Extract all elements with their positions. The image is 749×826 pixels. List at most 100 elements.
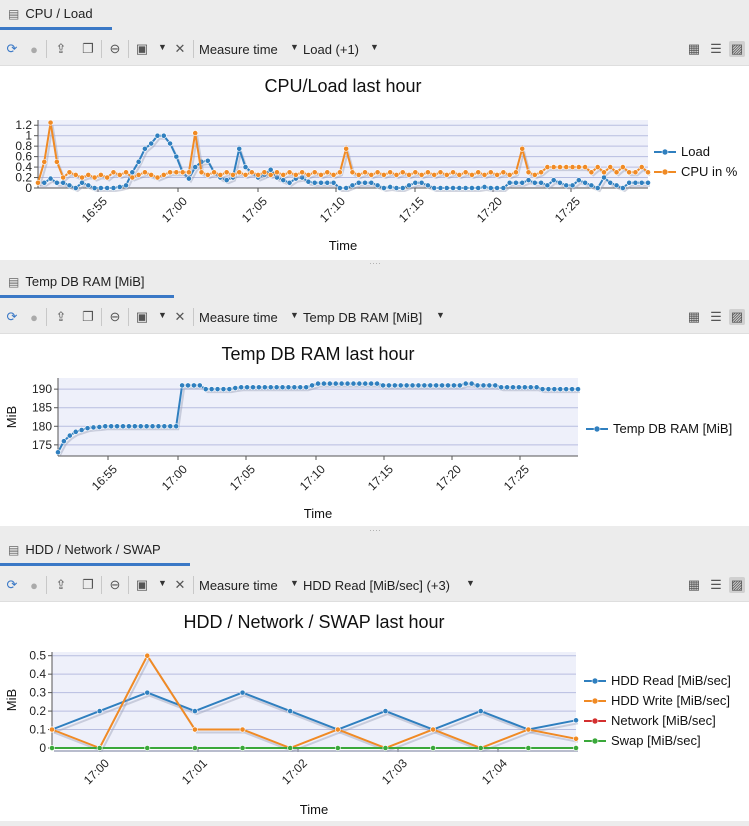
- data-point: [475, 185, 482, 191]
- data-point: [198, 169, 205, 176]
- data-point: [154, 132, 161, 139]
- x-tick-label: 17:00: [159, 462, 190, 493]
- table-view-icon[interactable]: ▦: [687, 577, 701, 592]
- tools-icon[interactable]: ✕: [174, 577, 186, 592]
- data-point: [424, 169, 431, 176]
- data-point: [519, 145, 526, 152]
- measure-time-dropdown[interactable]: Measure time: [199, 42, 278, 57]
- data-point: [525, 177, 532, 184]
- refresh-icon[interactable]: ⟳: [6, 577, 18, 592]
- data-point: [368, 179, 375, 186]
- table-view-icon[interactable]: ▦: [687, 41, 701, 56]
- image-icon[interactable]: ▣: [135, 309, 149, 324]
- chevron-down-icon[interactable]: ▼: [158, 578, 167, 588]
- measure-time-dropdown[interactable]: Measure time: [199, 310, 278, 325]
- legend-swatch-marker: [591, 697, 599, 705]
- export-icon[interactable]: ⇪: [55, 577, 67, 592]
- data-point: [443, 185, 450, 191]
- copy-icon[interactable]: ❐: [82, 577, 94, 592]
- y-tick-label: 0: [25, 181, 32, 195]
- series-shadow: [53, 694, 579, 734]
- data-point: [492, 382, 499, 389]
- chevron-down-icon[interactable]: ▼: [290, 42, 299, 52]
- data-point: [79, 174, 85, 181]
- chevron-down-icon[interactable]: ▼: [158, 310, 167, 320]
- data-point: [575, 164, 582, 170]
- tools-icon[interactable]: ✕: [174, 41, 186, 56]
- x-tick-label: 17:00: [159, 194, 190, 225]
- image-icon[interactable]: ▣: [135, 577, 149, 592]
- data-point: [66, 432, 73, 439]
- export-icon[interactable]: ⇪: [55, 309, 67, 324]
- toolbar-hdd: ⟳ ● ⇪ ❐ ⊖ ▣ ▼ ✕ Measure time ▼ HDD Read …: [0, 569, 749, 602]
- chevron-down-icon[interactable]: ▼: [370, 42, 379, 52]
- details-view-icon[interactable]: ☰: [710, 577, 722, 592]
- chart-view-icon[interactable]: ▨: [729, 41, 745, 57]
- splitter-handle[interactable]: ····: [369, 525, 381, 535]
- zoom-out-icon[interactable]: ⊖: [109, 577, 121, 592]
- tab-hdd-network-swap[interactable]: ▤ HDD / Network / SWAP: [8, 542, 161, 557]
- measure-time-dropdown[interactable]: Measure time: [199, 578, 278, 593]
- series-dropdown[interactable]: Load (+1): [303, 42, 360, 57]
- data-point: [638, 179, 645, 186]
- data-point: [61, 438, 67, 445]
- series-dropdown[interactable]: HDD Read [MiB/sec] (+3): [303, 578, 451, 593]
- copy-icon[interactable]: ❐: [82, 41, 94, 56]
- data-point: [311, 169, 318, 176]
- chevron-down-icon[interactable]: ▼: [290, 310, 299, 320]
- copy-icon[interactable]: ❐: [82, 309, 94, 324]
- data-point: [238, 384, 245, 391]
- data-point: [626, 179, 633, 186]
- data-point: [104, 185, 111, 191]
- zoom-out-icon[interactable]: ⊖: [109, 309, 121, 324]
- data-point: [349, 182, 356, 189]
- details-view-icon[interactable]: ☰: [710, 309, 722, 324]
- data-point: [110, 185, 117, 191]
- toolbar-separator: [46, 40, 47, 58]
- y-axis-label: MiB: [4, 689, 19, 711]
- data-point: [406, 182, 412, 189]
- stop-icon[interactable]: ●: [30, 41, 38, 57]
- series-dropdown[interactable]: Temp DB RAM [MiB]: [303, 310, 423, 325]
- data-point: [525, 745, 532, 751]
- tab-cpu-load[interactable]: ▤ CPU / Load: [8, 6, 93, 21]
- stop-icon[interactable]: ●: [30, 309, 38, 325]
- data-point: [330, 179, 337, 186]
- chevron-down-icon[interactable]: ▼: [436, 310, 445, 320]
- data-point: [202, 386, 209, 393]
- data-point: [96, 424, 103, 430]
- data-point: [601, 169, 607, 176]
- x-axis-label: Time: [304, 506, 332, 521]
- data-point: [239, 745, 246, 751]
- data-point: [292, 172, 299, 178]
- tools-icon[interactable]: ✕: [174, 309, 186, 324]
- data-point: [239, 726, 246, 733]
- x-tick-label: 17:01: [179, 756, 210, 787]
- chart-title: Temp DB RAM last hour: [221, 344, 414, 364]
- data-point: [573, 735, 579, 742]
- data-point: [551, 386, 558, 393]
- tab-temp-db-ram[interactable]: ▤ Temp DB RAM [MiB]: [8, 274, 145, 289]
- data-point: [645, 179, 651, 186]
- data-point: [41, 179, 48, 186]
- data-point: [154, 174, 161, 181]
- chevron-down-icon[interactable]: ▼: [466, 578, 475, 588]
- x-tick-label: 17:04: [479, 756, 510, 787]
- refresh-icon[interactable]: ⟳: [6, 309, 18, 324]
- image-icon[interactable]: ▣: [135, 41, 149, 56]
- zoom-out-icon[interactable]: ⊖: [109, 41, 121, 56]
- data-point: [469, 172, 475, 178]
- chevron-down-icon[interactable]: ▼: [158, 42, 167, 52]
- export-icon[interactable]: ⇪: [55, 41, 67, 56]
- chart-view-icon[interactable]: ▨: [729, 309, 745, 325]
- data-point: [462, 169, 469, 176]
- stop-icon[interactable]: ●: [30, 577, 38, 593]
- table-view-icon[interactable]: ▦: [687, 309, 701, 324]
- refresh-icon[interactable]: ⟳: [6, 41, 18, 56]
- data-point: [286, 169, 293, 176]
- splitter-handle[interactable]: ····: [369, 258, 381, 268]
- chevron-down-icon[interactable]: ▼: [290, 578, 299, 588]
- chart-view-icon[interactable]: ▨: [729, 577, 745, 593]
- data-point: [462, 380, 469, 387]
- details-view-icon[interactable]: ☰: [710, 41, 722, 56]
